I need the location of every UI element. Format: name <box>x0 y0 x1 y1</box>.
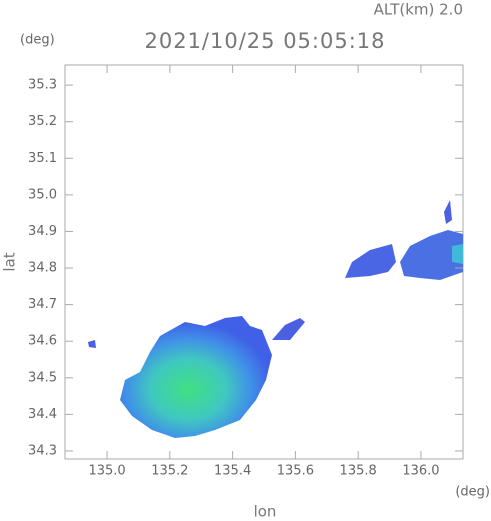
x-tick-label: 135.6 <box>277 464 314 479</box>
echo-field <box>88 200 463 438</box>
y-tick-label: 34.5 <box>28 370 57 385</box>
x-tick-label: 135.8 <box>340 464 377 479</box>
y-tick-label: 35.0 <box>28 187 57 202</box>
y-tick-label: 34.9 <box>28 224 57 239</box>
x-unit: (deg) <box>455 485 490 500</box>
y-tick-label: 34.7 <box>28 297 57 312</box>
y-tick-label: 34.3 <box>28 443 57 458</box>
y-tick-label: 34.4 <box>28 407 57 422</box>
y-tick-label: 34.6 <box>28 334 57 349</box>
x-tick-label: 135.4 <box>214 464 251 479</box>
y-tick-label: 35.2 <box>28 114 57 129</box>
x-tick-label: 135.2 <box>151 464 188 479</box>
altitude: ALT(km) 2.0 <box>374 1 463 19</box>
y-axis-label: lat <box>1 252 19 271</box>
y-unit: (deg) <box>20 33 55 48</box>
x-axis-label: lon <box>254 503 277 521</box>
x-tick-label: 136.0 <box>402 464 439 479</box>
y-tick-label: 34.8 <box>28 261 57 276</box>
y-tick-label: 35.3 <box>28 78 57 93</box>
y-tick-label: 35.1 <box>28 151 57 166</box>
x-tick-label: 135.0 <box>88 464 125 479</box>
chart-title: 2021/10/25 05:05:18 <box>144 29 385 53</box>
